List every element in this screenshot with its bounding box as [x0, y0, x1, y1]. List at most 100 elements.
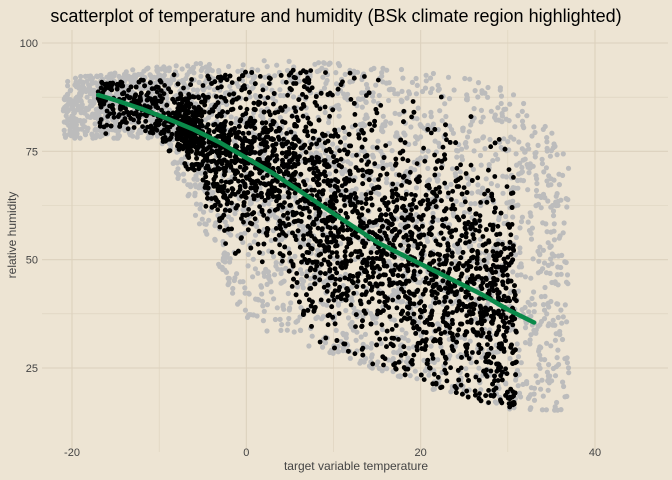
data-point	[242, 285, 248, 291]
data-point	[379, 368, 385, 374]
data-point	[292, 193, 298, 200]
data-point	[513, 377, 519, 383]
data-point	[273, 260, 279, 266]
data-point	[431, 386, 437, 392]
data-point	[274, 62, 280, 68]
data-point	[393, 133, 399, 139]
data-point	[416, 319, 422, 325]
data-point	[562, 302, 568, 308]
data-point	[560, 379, 566, 385]
data-point	[87, 86, 93, 92]
data-point	[543, 407, 550, 413]
data-point	[480, 134, 487, 140]
data-point	[277, 87, 283, 93]
data-point	[425, 238, 431, 244]
data-point	[222, 259, 228, 265]
data-point	[538, 386, 544, 392]
data-point	[266, 273, 272, 279]
data-point	[297, 240, 303, 246]
highlighted-point	[430, 356, 436, 361]
data-point	[518, 272, 524, 278]
data-point	[240, 62, 246, 68]
data-point	[371, 65, 377, 71]
data-point	[240, 239, 246, 245]
data-point	[260, 318, 266, 324]
data-point	[114, 90, 120, 96]
data-point	[321, 85, 328, 91]
highlighted-point	[393, 156, 399, 162]
highlighted-point	[257, 74, 263, 79]
data-point	[258, 284, 265, 290]
data-point	[430, 210, 436, 216]
highlighted-point	[370, 361, 376, 367]
highlighted-point	[423, 275, 429, 281]
data-point	[206, 217, 212, 223]
highlighted-point	[372, 123, 377, 128]
data-point	[403, 330, 409, 336]
data-point	[562, 259, 568, 265]
highlighted-point	[421, 377, 427, 382]
highlighted-point	[238, 105, 243, 111]
data-point	[485, 94, 491, 100]
data-point	[272, 73, 278, 79]
data-point	[252, 232, 259, 238]
data-point	[399, 88, 405, 94]
data-point	[327, 60, 333, 66]
data-point	[64, 120, 70, 126]
highlighted-point	[486, 330, 492, 336]
data-point	[116, 73, 122, 79]
data-point	[370, 152, 376, 158]
data-point	[137, 86, 143, 92]
data-point	[548, 256, 554, 262]
highlighted-point	[366, 159, 371, 165]
highlighted-point	[444, 305, 450, 310]
highlighted-point	[362, 74, 367, 79]
data-point	[565, 165, 572, 171]
data-point	[550, 208, 557, 214]
data-point	[554, 355, 560, 361]
highlighted-point	[508, 232, 514, 238]
data-point	[343, 335, 349, 341]
data-point	[558, 307, 564, 313]
data-point	[154, 67, 160, 73]
data-point	[205, 68, 211, 75]
data-point	[365, 85, 371, 92]
data-point	[525, 299, 531, 305]
data-point	[556, 235, 562, 241]
data-point	[510, 214, 516, 220]
data-point	[522, 340, 529, 346]
data-point	[435, 87, 441, 93]
highlighted-point	[466, 356, 472, 361]
data-point	[564, 360, 571, 366]
data-point	[515, 288, 522, 294]
highlighted-point	[337, 148, 342, 154]
data-point	[524, 379, 530, 385]
data-point	[398, 66, 405, 73]
highlighted-point	[126, 87, 131, 93]
data-point	[371, 98, 377, 104]
data-point	[564, 272, 571, 278]
data-point	[84, 94, 90, 100]
data-point	[206, 84, 212, 90]
data-point	[394, 181, 400, 187]
highlighted-point	[495, 223, 501, 229]
data-point	[552, 337, 559, 343]
data-point	[449, 127, 455, 133]
data-point	[414, 136, 421, 142]
data-point	[370, 245, 376, 251]
data-point	[384, 176, 390, 182]
data-point	[539, 156, 545, 162]
data-point	[333, 70, 339, 76]
highlighted-point	[259, 259, 265, 265]
data-point	[466, 129, 472, 135]
data-point	[246, 73, 252, 79]
data-point	[292, 253, 298, 259]
data-point	[526, 146, 532, 152]
data-point	[369, 341, 375, 347]
data-point	[560, 151, 566, 157]
data-point	[407, 373, 413, 379]
highlighted-point	[378, 103, 384, 108]
data-point	[435, 82, 441, 88]
data-point	[418, 155, 424, 161]
